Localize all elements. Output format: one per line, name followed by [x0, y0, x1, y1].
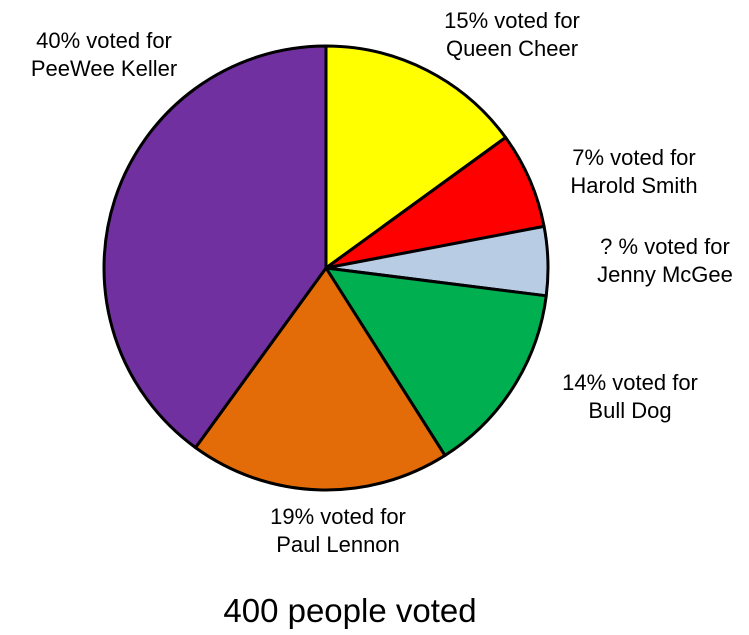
slice-label-line: 7% voted for	[572, 145, 696, 170]
slice-label-line: Paul Lennon	[276, 532, 400, 557]
slice-label-line: 14% voted for	[562, 370, 698, 395]
slice-label-line: Harold Smith	[570, 173, 697, 198]
pie-slice-paul-lennon	[194, 266, 447, 492]
slice-label-line: ? % voted for	[600, 234, 730, 259]
slice-label-line: PeeWee Keller	[31, 56, 177, 81]
slice-label-line: 40% voted for	[36, 28, 172, 53]
slice-label-line: Jenny McGee	[597, 262, 733, 287]
slice-label-line: Queen Cheer	[446, 36, 578, 61]
slice-labels: 15% voted for Queen Cheer 7% voted for Haro…	[31, 8, 733, 557]
slice-label-peewee-keller: 40% voted for PeeWee Keller	[31, 28, 177, 81]
pie-slice-bull-dog	[324, 266, 548, 457]
slice-label-harold-smith: 7% voted for Harold Smith	[570, 145, 697, 198]
total-voters-label: 400 people voted	[223, 592, 476, 629]
slice-label-paul-lennon: 19% voted for Paul Lennon	[270, 504, 406, 557]
slice-label-queen-cheer: 15% voted for Queen Cheer	[444, 8, 580, 61]
slice-label-jenny-mcgee: ? % voted for Jenny McGee	[597, 234, 733, 287]
slice-label-line: 19% voted for	[270, 504, 406, 529]
slice-label-line: 15% voted for	[444, 8, 580, 33]
pie-slices	[102, 44, 550, 492]
slice-label-line: Bull Dog	[588, 398, 671, 423]
slice-label-bull-dog: 14% voted for Bull Dog	[562, 370, 698, 423]
pie-slice-peewee-keller	[102, 44, 328, 450]
pie-slice-queen-cheer	[324, 44, 508, 270]
